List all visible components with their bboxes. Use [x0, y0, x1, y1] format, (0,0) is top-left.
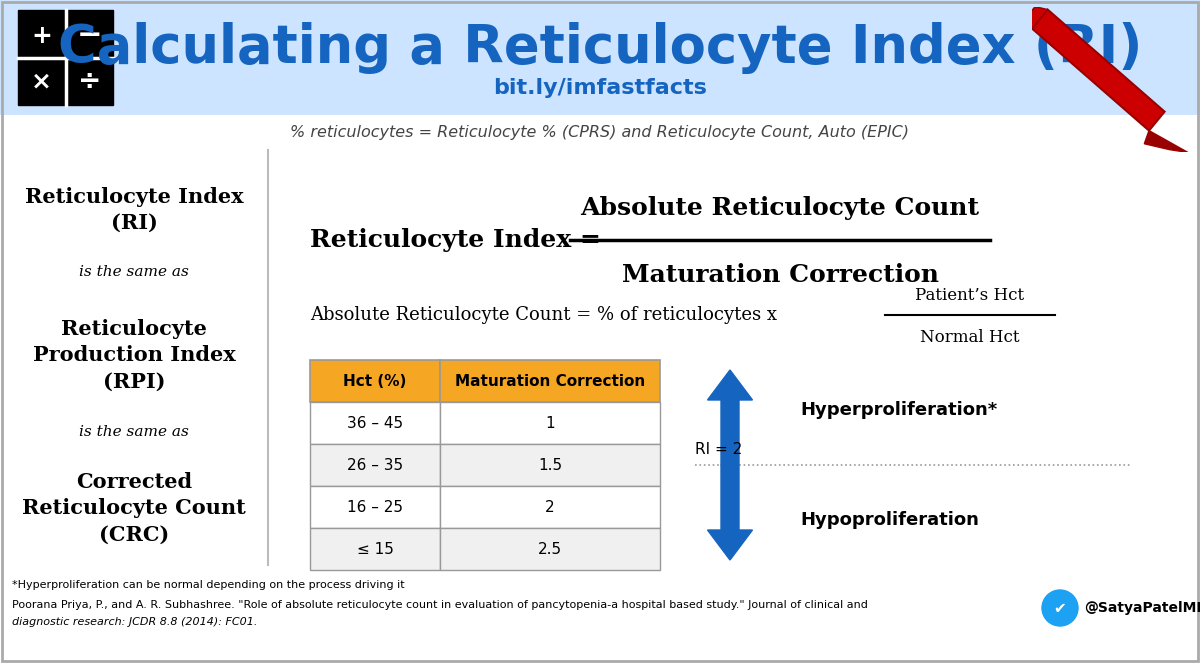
Text: 2: 2	[545, 499, 554, 514]
Bar	[440, 444, 660, 486]
Text: 1.5: 1.5	[538, 457, 562, 473]
Text: *Hyperproliferation can be normal depending on the process driving it: *Hyperproliferation can be normal depend…	[12, 580, 404, 590]
Text: is the same as: is the same as	[79, 425, 188, 439]
Text: Hypoproliferation: Hypoproliferation	[800, 511, 979, 529]
FancyArrow shape	[708, 465, 752, 560]
Text: diagnostic research: JCDR 8.8 (2014): FC01.: diagnostic research: JCDR 8.8 (2014): FC…	[12, 617, 257, 627]
Text: Hyperproliferation*: Hyperproliferation*	[800, 401, 997, 419]
Text: Maturation Correction: Maturation Correction	[622, 263, 938, 287]
Polygon shape	[1032, 9, 1164, 131]
FancyArrow shape	[708, 370, 752, 465]
Bar	[310, 402, 440, 444]
Bar	[440, 486, 660, 528]
Text: Absolute Reticulocyte Count = % of reticulocytes x: Absolute Reticulocyte Count = % of retic…	[310, 306, 778, 324]
Bar	[440, 360, 660, 402]
Text: +: +	[31, 24, 52, 48]
Text: −: −	[77, 21, 102, 50]
Text: 2.5: 2.5	[538, 542, 562, 556]
Text: Patient’s Hct: Patient’s Hct	[916, 286, 1025, 304]
Text: % reticulocytes = Reticulocyte % (CPRS) and Reticulocyte Count, Auto (EPIC): % reticulocytes = Reticulocyte % (CPRS) …	[290, 125, 910, 141]
Polygon shape	[1020, 7, 1048, 29]
Text: ×: ×	[31, 69, 53, 93]
Bar	[310, 528, 440, 570]
Text: 26 – 35: 26 – 35	[347, 457, 403, 473]
Text: ✔: ✔	[1054, 601, 1067, 615]
Text: Absolute Reticulocyte Count: Absolute Reticulocyte Count	[581, 196, 979, 220]
Text: Reticulocyte Index =: Reticulocyte Index =	[310, 228, 601, 252]
Text: Calculating a Reticulocyte Index (RI): Calculating a Reticulocyte Index (RI)	[58, 22, 1142, 74]
Text: ≤ 15: ≤ 15	[356, 542, 394, 556]
Text: bit.ly/imfastfacts: bit.ly/imfastfacts	[493, 78, 707, 98]
Text: ÷: ÷	[78, 67, 101, 95]
Text: 1: 1	[545, 416, 554, 430]
Bar	[0, 0, 1200, 115]
Text: Corrected
Reticulocyte Count
(CRC): Corrected Reticulocyte Count (CRC)	[22, 471, 246, 544]
Text: Normal Hct: Normal Hct	[920, 328, 1020, 345]
Text: 36 – 45: 36 – 45	[347, 416, 403, 430]
Text: 16 – 25: 16 – 25	[347, 499, 403, 514]
Text: Hct (%): Hct (%)	[343, 373, 407, 389]
Text: Maturation Correction: Maturation Correction	[455, 373, 646, 389]
Polygon shape	[1145, 131, 1188, 152]
Text: is the same as: is the same as	[79, 265, 188, 279]
Bar	[310, 360, 440, 402]
Text: Reticulocyte Index
(RI): Reticulocyte Index (RI)	[25, 187, 244, 233]
Bar	[18, 10, 113, 105]
Text: RI = 2: RI = 2	[695, 442, 743, 457]
Bar	[310, 486, 440, 528]
Text: @SatyaPatelMD: @SatyaPatelMD	[1084, 601, 1200, 615]
Text: Reticulocyte
Production Index
(RPI): Reticulocyte Production Index (RPI)	[32, 319, 235, 391]
Circle shape	[1042, 590, 1078, 626]
Bar	[440, 402, 660, 444]
Bar	[310, 444, 440, 486]
Bar	[440, 528, 660, 570]
Text: Poorana Priya, P., and A. R. Subhashree. "Role of absolute reticulocyte count in: Poorana Priya, P., and A. R. Subhashree.…	[12, 600, 868, 610]
